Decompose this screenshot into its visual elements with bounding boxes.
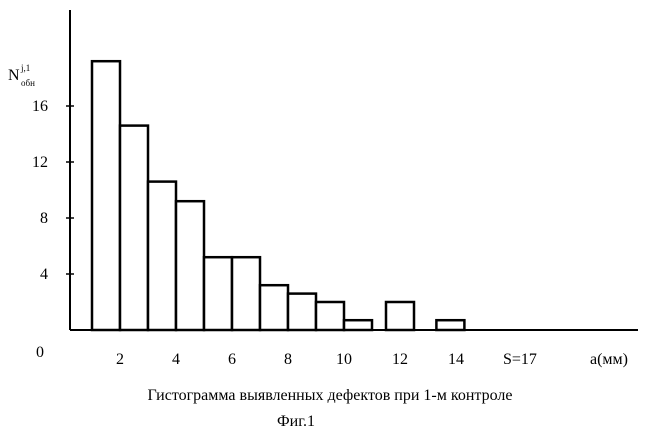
- chart-caption: Гистограмма выявленных дефектов при 1-м …: [148, 387, 513, 404]
- y-ticks: 4 8 12 16: [32, 98, 74, 283]
- histogram-bar: [232, 257, 260, 330]
- y-tick-label: 12: [32, 154, 48, 171]
- y-axis-label-sup: j,1: [20, 63, 30, 73]
- bars: [92, 61, 464, 330]
- histogram-bar: [288, 294, 316, 330]
- y-axis-label-sub: обн: [21, 78, 35, 88]
- x-tick-label: 12: [392, 351, 408, 368]
- x-tick-label: 6: [228, 351, 236, 368]
- figure-label: Фиг.1: [277, 413, 315, 430]
- histogram-bar: [92, 61, 120, 330]
- histogram-bar: [120, 126, 148, 330]
- origin-label: 0: [36, 344, 44, 361]
- x-tick-label: 4: [172, 351, 180, 368]
- histogram-bar: [148, 182, 176, 330]
- y-tick-label: 8: [40, 210, 48, 227]
- x-ticks: 2 4 6 8 10 12 14: [116, 351, 464, 368]
- x-tick-label: 2: [116, 351, 124, 368]
- x-tick-label: 8: [284, 351, 292, 368]
- histogram-bar: [436, 320, 464, 330]
- histogram-bar: [204, 257, 232, 330]
- y-tick-label: 16: [32, 98, 48, 115]
- x-tick-label: 10: [336, 351, 352, 368]
- x-tick-label: 14: [448, 351, 464, 368]
- histogram-bar: [344, 320, 372, 330]
- y-axis-label-base: N: [8, 67, 20, 84]
- histogram-bar: [316, 302, 344, 330]
- histogram-bar: [176, 201, 204, 330]
- sum-annotation: S=17: [503, 351, 537, 368]
- histogram-bar: [386, 302, 414, 330]
- histogram-bar: [260, 285, 288, 330]
- y-tick-label: 4: [40, 266, 48, 283]
- x-axis-label: a(мм): [590, 351, 628, 368]
- y-axis-label: N j,1 обн: [8, 63, 35, 88]
